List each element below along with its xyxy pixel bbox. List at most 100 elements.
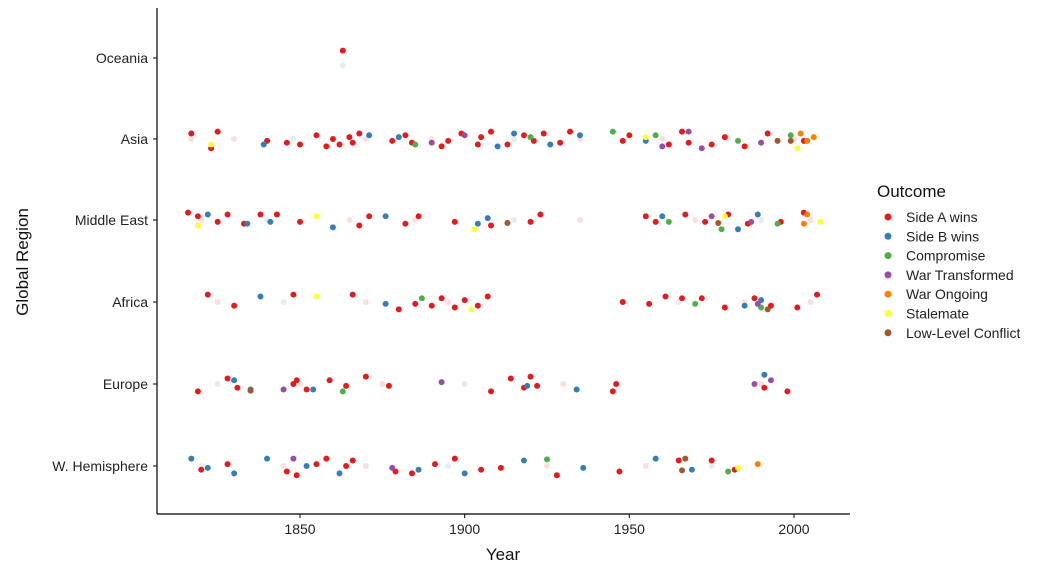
legend-swatch [884,213,892,221]
point-side-a-wins [349,457,356,464]
point-side-a-wins [214,218,221,225]
point-war-transformed [698,145,705,152]
point-war-transformed [461,132,468,139]
point-side-a-wins [273,211,280,218]
point-side-a-wins [626,132,633,139]
point-side-a-wins [290,291,297,298]
point-side-a-wins [679,295,686,302]
point-compromise [665,218,672,225]
faint-point [290,136,297,142]
point-side-a-wins [326,377,333,384]
point-side-a-wins [231,302,238,309]
legend: Outcome Side A wins Side B wins Compromise… [877,182,1020,341]
point-side-a-wins [349,139,356,146]
point-war-transformed [767,377,774,384]
point-side-b-wins [484,215,491,222]
point-side-b-wins [244,220,251,227]
point-low-level-conflict [682,455,689,462]
point-side-b-wins [761,371,768,378]
point-side-a-wins [445,137,452,144]
point-stalemate [817,218,824,225]
point-compromise [787,132,794,139]
point-low-level-conflict [764,306,771,313]
point-side-a-wins [329,136,336,142]
y-ticks: W. Hemisphere Europe Africa Middle East Asia… [52,50,157,474]
point-side-a-wins [751,295,758,302]
point-low-level-conflict [247,387,254,394]
faint-point [544,463,550,469]
point-side-b-wins [688,466,695,473]
point-compromise [735,137,742,144]
point-war-ongoing [800,220,807,227]
point-side-a-wins [188,130,195,137]
point-side-b-wins [310,386,317,393]
point-compromise [774,220,781,227]
point-side-b-wins [652,455,659,462]
point-side-a-wins [402,132,409,139]
point-side-a-wins [527,218,534,225]
x-tick-label: 1850 [284,521,315,537]
point-side-a-wins [402,220,409,227]
point-side-b-wins [461,470,468,477]
point-side-b-wins [547,141,554,148]
point-side-b-wins [303,463,310,469]
y-tick-label: Asia [121,131,148,147]
point-side-a-wins [553,472,560,479]
point-side-a-wins [461,297,468,304]
point-side-b-wins [573,386,580,393]
point-side-a-wins [283,468,290,475]
point-side-a-wins [537,211,544,218]
faint-point [445,299,452,305]
point-compromise [418,295,425,302]
faint-point [280,299,287,305]
point-side-b-wins [576,132,583,139]
point-side-a-wins [297,218,303,225]
point-side-a-wins [313,132,320,139]
legend-swatch [884,310,892,317]
point-side-a-wins [343,463,350,469]
point-side-a-wins [497,464,504,471]
point-war-transformed [754,300,761,307]
point-side-b-wins [260,141,267,148]
point-side-a-wins [488,388,495,395]
point-side-a-wins [662,293,669,300]
point-side-b-wins [382,213,389,220]
point-side-b-wins [415,466,422,473]
point-side-a-wins [389,137,396,144]
point-stalemate [194,222,201,229]
faint-point [214,299,221,305]
point-side-b-wins [231,470,238,477]
point-stalemate [208,141,215,148]
point-side-a-wins [194,388,201,395]
x-ticks: 1850 1900 1950 2000 [284,514,810,537]
point-stalemate [735,464,742,471]
point-side-a-wins [540,130,547,137]
legend-label: Side A wins [906,209,978,225]
point-war-ongoing [804,137,811,144]
point-side-b-wins [264,455,271,462]
point-side-a-wins [708,141,715,148]
faint-point [188,136,195,142]
point-side-b-wins [188,455,195,462]
faint-point [642,463,649,469]
point-side-a-wins [313,461,320,468]
point-war-transformed [290,455,297,462]
faint-point [280,463,287,469]
point-compromise [412,141,419,148]
y-tick-label: Oceania [96,50,148,66]
point-side-b-wins [494,143,501,150]
faint-point [379,381,386,387]
faint-point [659,136,666,142]
point-side-b-wins [580,464,587,471]
point-war-ongoing [804,211,811,218]
x-tick-label: 1950 [614,521,645,537]
point-compromise [725,468,732,475]
point-war-transformed [748,218,755,225]
legend-swatch [884,271,892,279]
point-stalemate [721,213,728,220]
point-side-a-wins [721,134,728,141]
point-war-ongoing [810,134,817,141]
point-side-a-wins [484,293,491,300]
faint-point [758,217,765,223]
faint-point [511,217,518,223]
